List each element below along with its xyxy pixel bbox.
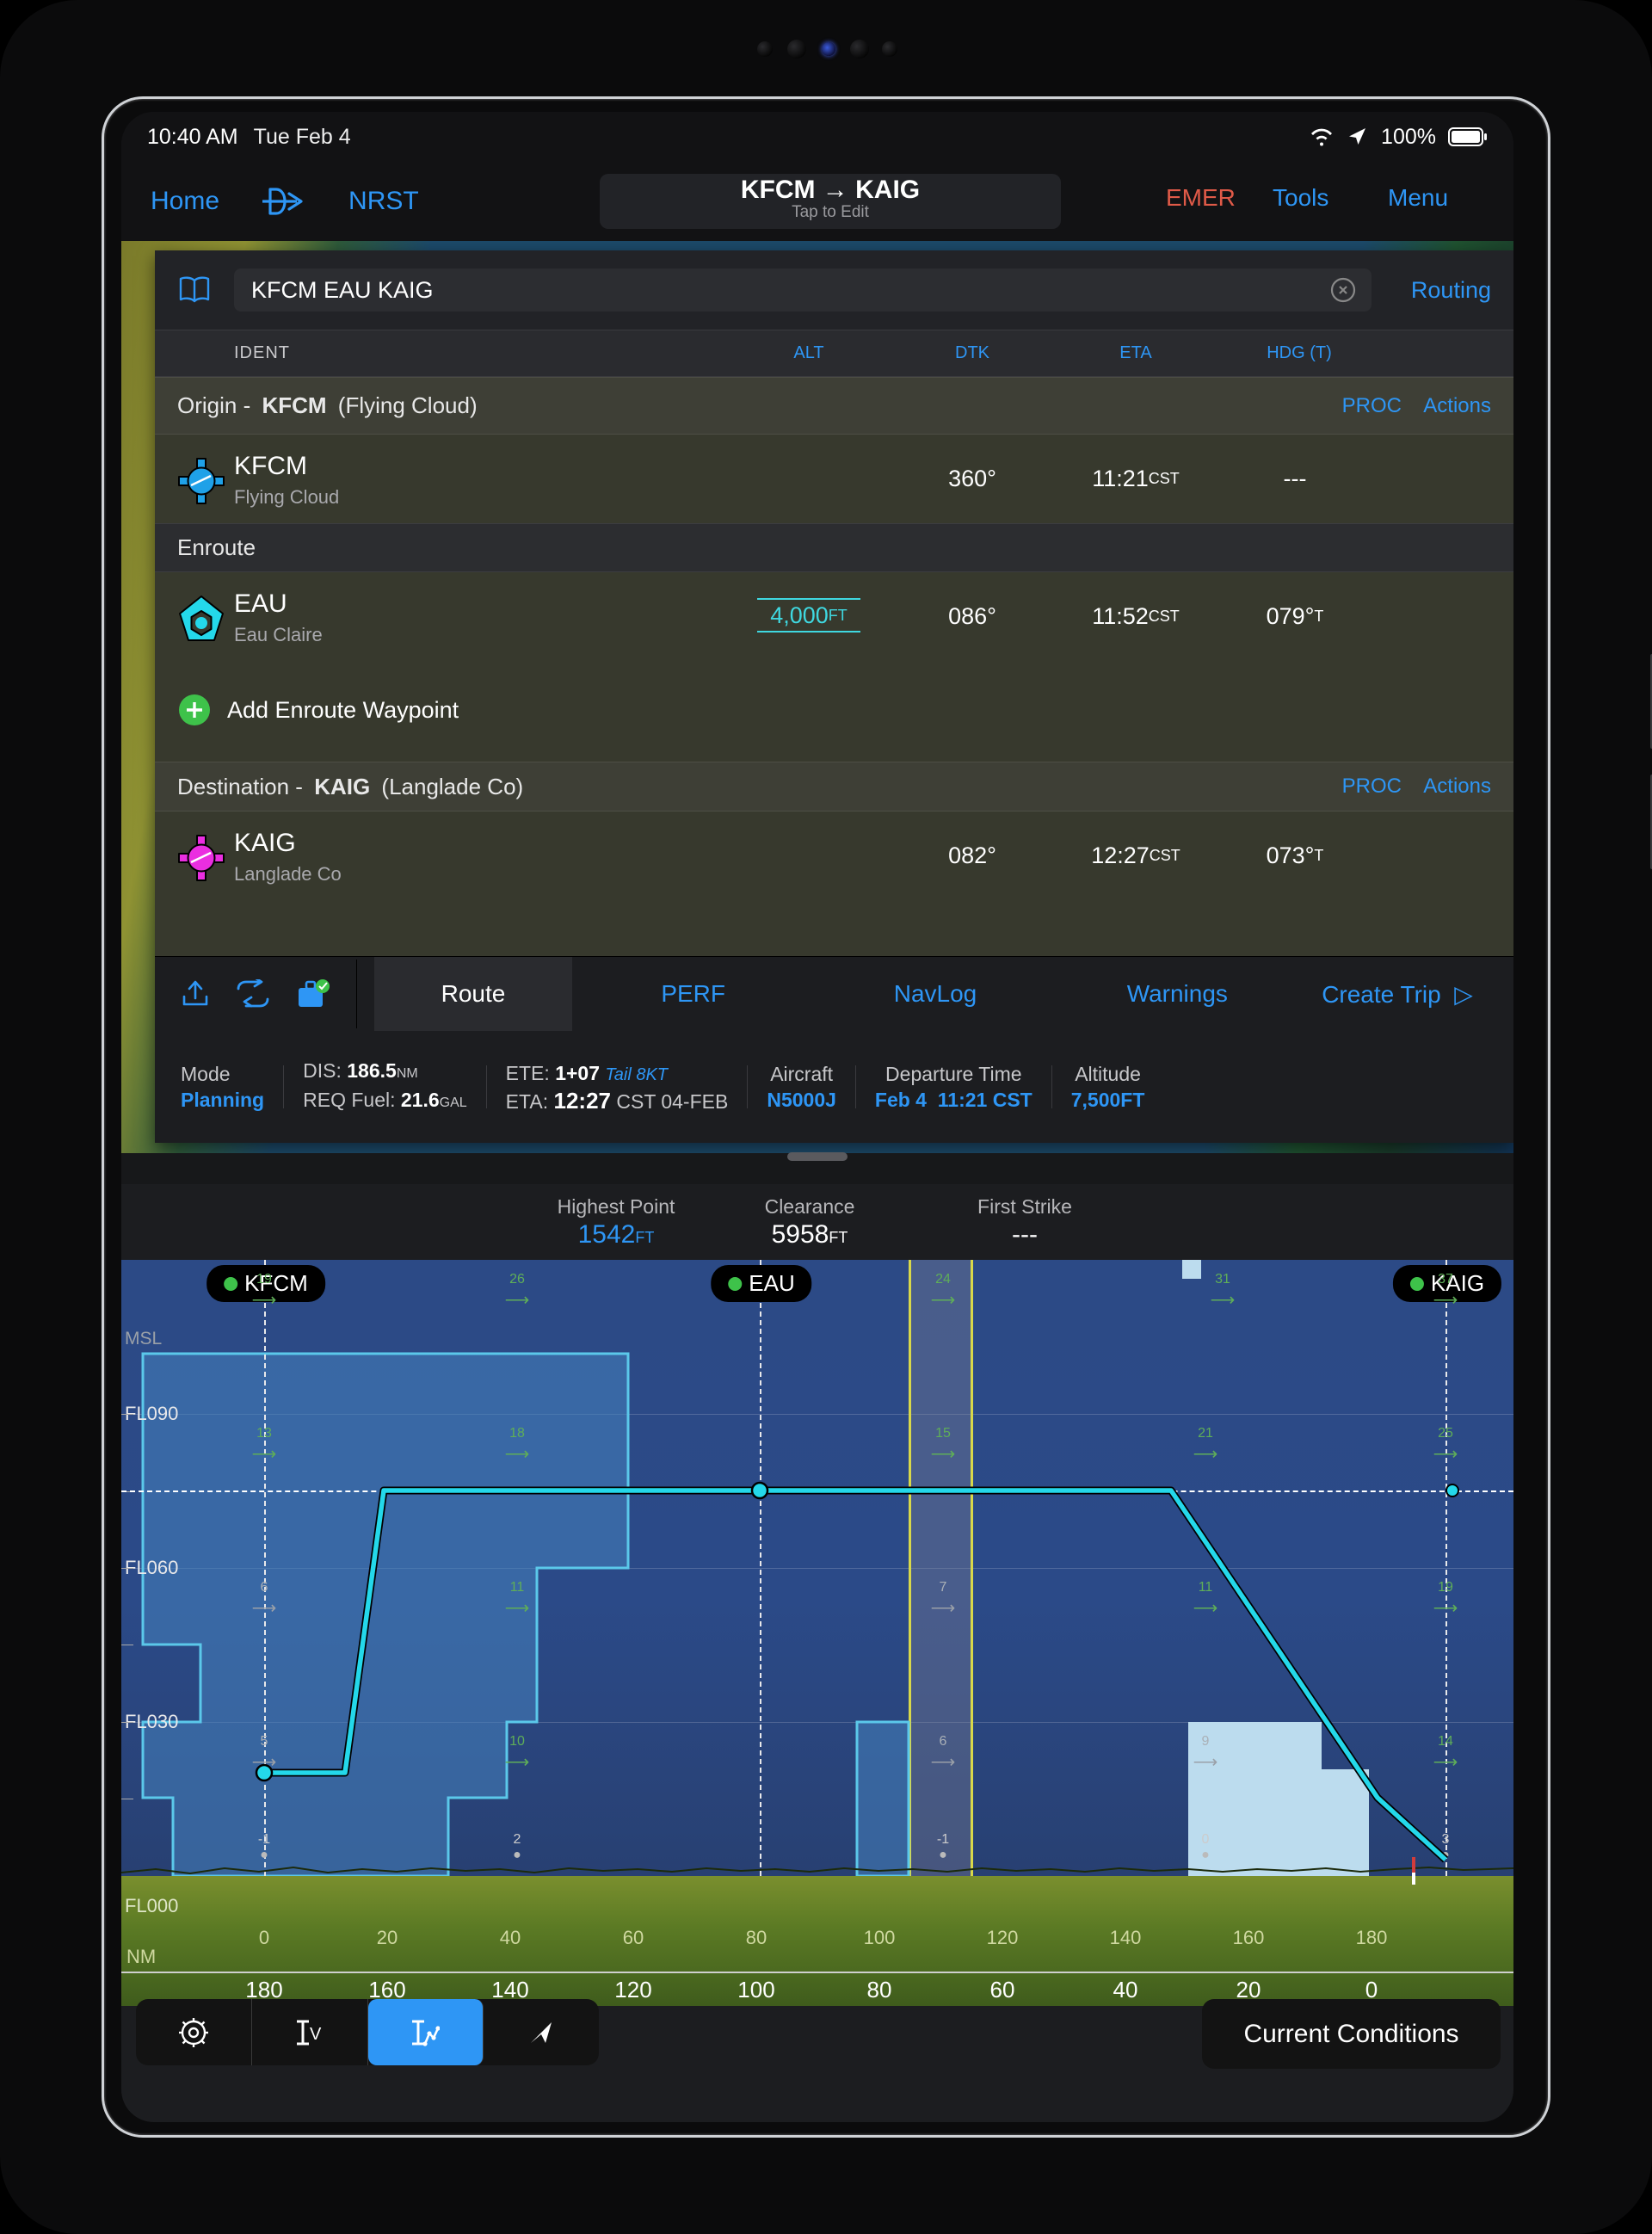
svg-text:V: V [310, 2025, 322, 2044]
